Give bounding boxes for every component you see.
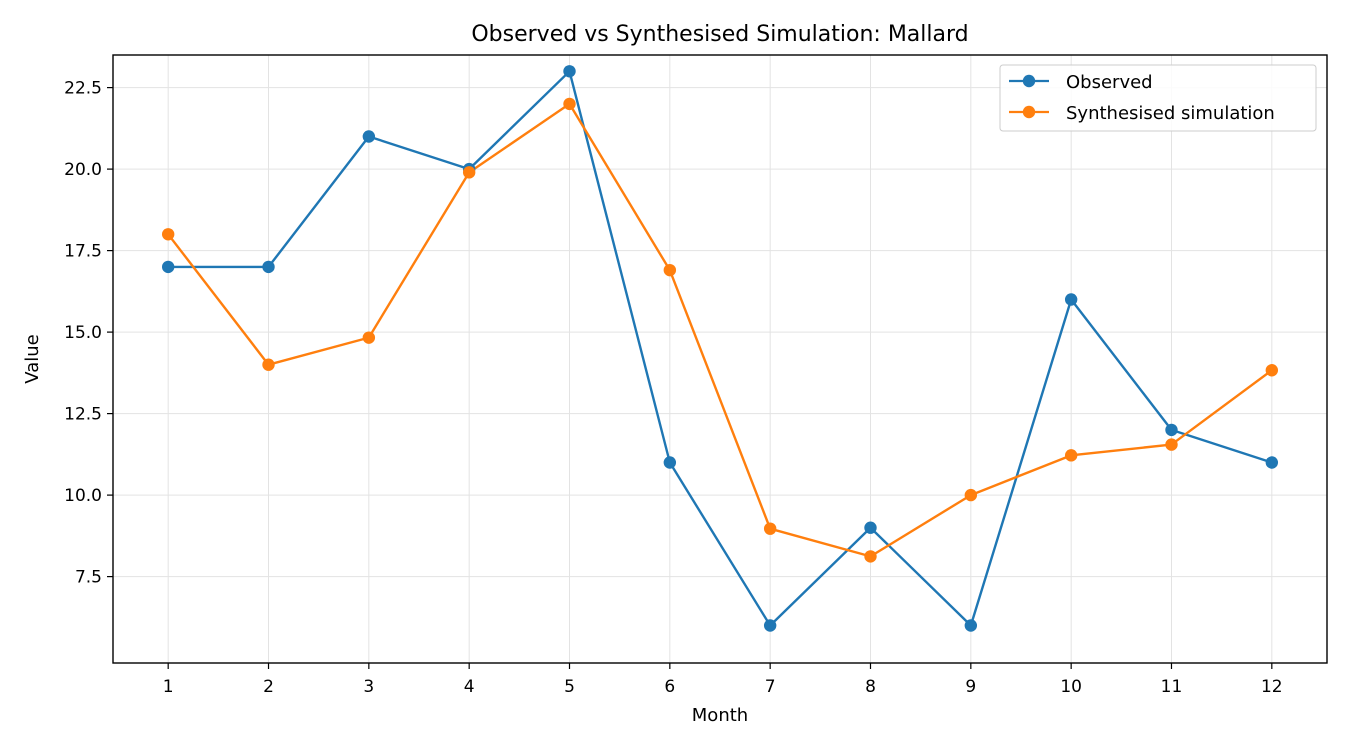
data-point	[161, 260, 175, 274]
x-tick-label: 12	[1261, 677, 1283, 697]
series-line-synthesised	[167, 102, 1273, 558]
data-point	[362, 130, 376, 143]
x-tick-label: 11	[1161, 677, 1183, 697]
series-lines	[167, 70, 1273, 627]
x-tick-label: 10	[1060, 677, 1082, 697]
legend-label-observed: Observed	[1066, 72, 1153, 93]
data-point	[563, 65, 576, 78]
y-axis-label: Value	[22, 334, 43, 383]
x-tick-label: 7	[765, 677, 776, 697]
x-tick-label: 5	[564, 677, 575, 697]
legend-marker-synthesised	[1022, 105, 1036, 119]
grid-lines	[113, 55, 1327, 663]
x-tick-label: 9	[965, 677, 976, 697]
data-point	[964, 488, 978, 502]
data-point	[663, 263, 677, 277]
data-point	[864, 550, 877, 563]
data-point	[462, 166, 476, 179]
plot-frame	[112, 54, 1328, 664]
x-tick-label: 4	[464, 677, 475, 697]
data-point	[864, 521, 877, 534]
y-tick-label: 7.5	[75, 568, 102, 588]
data-point	[1064, 293, 1078, 306]
x-tick-label: 3	[363, 677, 374, 697]
chart-title: Observed vs Synthesised Simulation: Mall…	[471, 22, 968, 47]
x-tick-label: 2	[263, 677, 274, 697]
data-point	[1064, 449, 1078, 462]
data-point	[362, 331, 376, 344]
x-tick-label: 6	[664, 677, 675, 697]
x-tick-label: 1	[163, 677, 174, 697]
data-point	[964, 619, 978, 632]
data-point	[161, 228, 175, 241]
legend: Observed Synthesised simulation	[999, 64, 1317, 132]
data-point	[1165, 438, 1178, 451]
data-point	[262, 260, 275, 274]
data-point	[1265, 364, 1279, 377]
data-point	[1265, 456, 1279, 469]
y-tick-label: 17.5	[64, 242, 102, 262]
data-point	[763, 522, 777, 535]
y-axis-ticks: 7.5 10.0 12.5 15.0 17.5 20.0 22.5	[64, 79, 113, 588]
y-tick-label: 22.5	[64, 79, 102, 99]
y-tick-label: 12.5	[64, 405, 102, 425]
series-line-observed	[168, 70, 1273, 627]
x-tick-label: 8	[865, 677, 876, 697]
x-axis-label: Month	[692, 705, 748, 726]
legend-marker-observed	[1022, 74, 1036, 88]
x-axis-ticks: 1 2 3 4 5 6 7 8 9 10 11 12	[163, 663, 1283, 697]
series-points	[161, 65, 1279, 632]
legend-box	[999, 64, 1317, 132]
y-tick-label: 20.0	[64, 160, 102, 180]
data-point	[563, 97, 576, 111]
data-point	[262, 358, 275, 371]
y-tick-label: 15.0	[64, 323, 102, 343]
y-tick-label: 10.0	[64, 486, 102, 506]
legend-label-synthesised: Synthesised simulation	[1066, 103, 1275, 124]
data-point	[663, 456, 677, 469]
data-point	[1165, 423, 1178, 437]
data-point	[763, 619, 777, 632]
